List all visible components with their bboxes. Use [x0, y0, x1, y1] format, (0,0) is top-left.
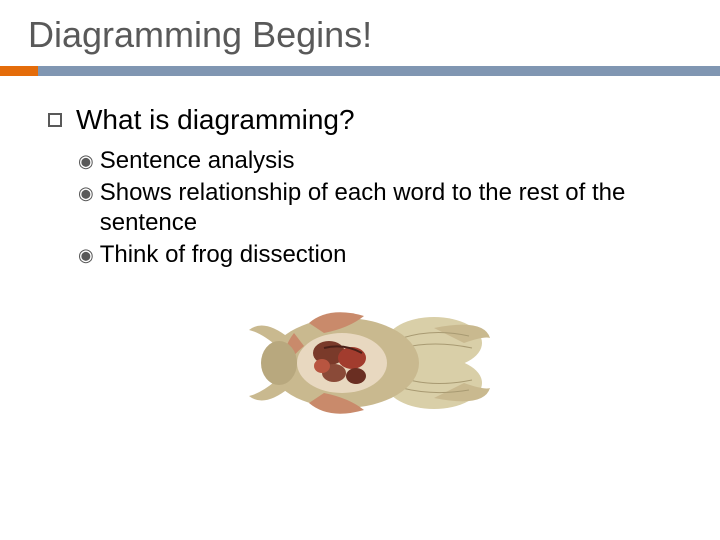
bullet-level1: What is diagramming? [48, 104, 680, 136]
level1-text: What is diagramming? [76, 104, 355, 136]
title-divider [0, 66, 720, 76]
target-bullet-icon: ◉ [78, 146, 94, 176]
level2-text: Shows relationship of each word to the r… [100, 178, 680, 238]
slide-title: Diagramming Begins! [0, 0, 720, 66]
level2-group: ◉ Sentence analysis ◉ Shows relationship… [48, 146, 680, 270]
slide-body: What is diagramming? ◉ Sentence analysis… [0, 76, 720, 428]
bullet-level2: ◉ Think of frog dissection [78, 240, 680, 270]
bullet-level2: ◉ Shows relationship of each word to the… [78, 178, 680, 238]
level2-text: Think of frog dissection [100, 240, 347, 270]
target-bullet-icon: ◉ [78, 178, 94, 208]
bullet-level2: ◉ Sentence analysis [78, 146, 680, 176]
square-bullet-icon [48, 113, 62, 127]
target-bullet-icon: ◉ [78, 240, 94, 270]
divider-main [38, 66, 720, 76]
divider-accent [0, 66, 38, 76]
frog-dissection-image [234, 288, 494, 428]
level2-text: Sentence analysis [100, 146, 295, 176]
image-container [48, 288, 680, 428]
